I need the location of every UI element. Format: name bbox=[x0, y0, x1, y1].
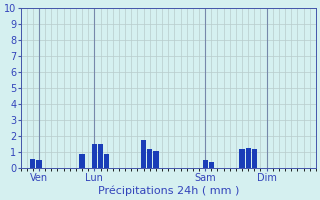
Bar bbox=[209, 162, 214, 168]
Bar bbox=[147, 149, 152, 168]
Bar bbox=[30, 159, 36, 168]
Bar bbox=[153, 151, 158, 168]
Bar bbox=[92, 144, 97, 168]
Bar bbox=[245, 148, 251, 168]
Bar bbox=[36, 160, 42, 168]
Bar bbox=[239, 149, 244, 168]
Bar bbox=[98, 144, 103, 168]
Bar bbox=[141, 140, 146, 168]
Bar bbox=[252, 149, 257, 168]
Bar bbox=[104, 154, 109, 168]
X-axis label: Précipitations 24h ( mm ): Précipitations 24h ( mm ) bbox=[98, 185, 239, 196]
Bar bbox=[79, 154, 85, 168]
Bar bbox=[203, 160, 208, 168]
